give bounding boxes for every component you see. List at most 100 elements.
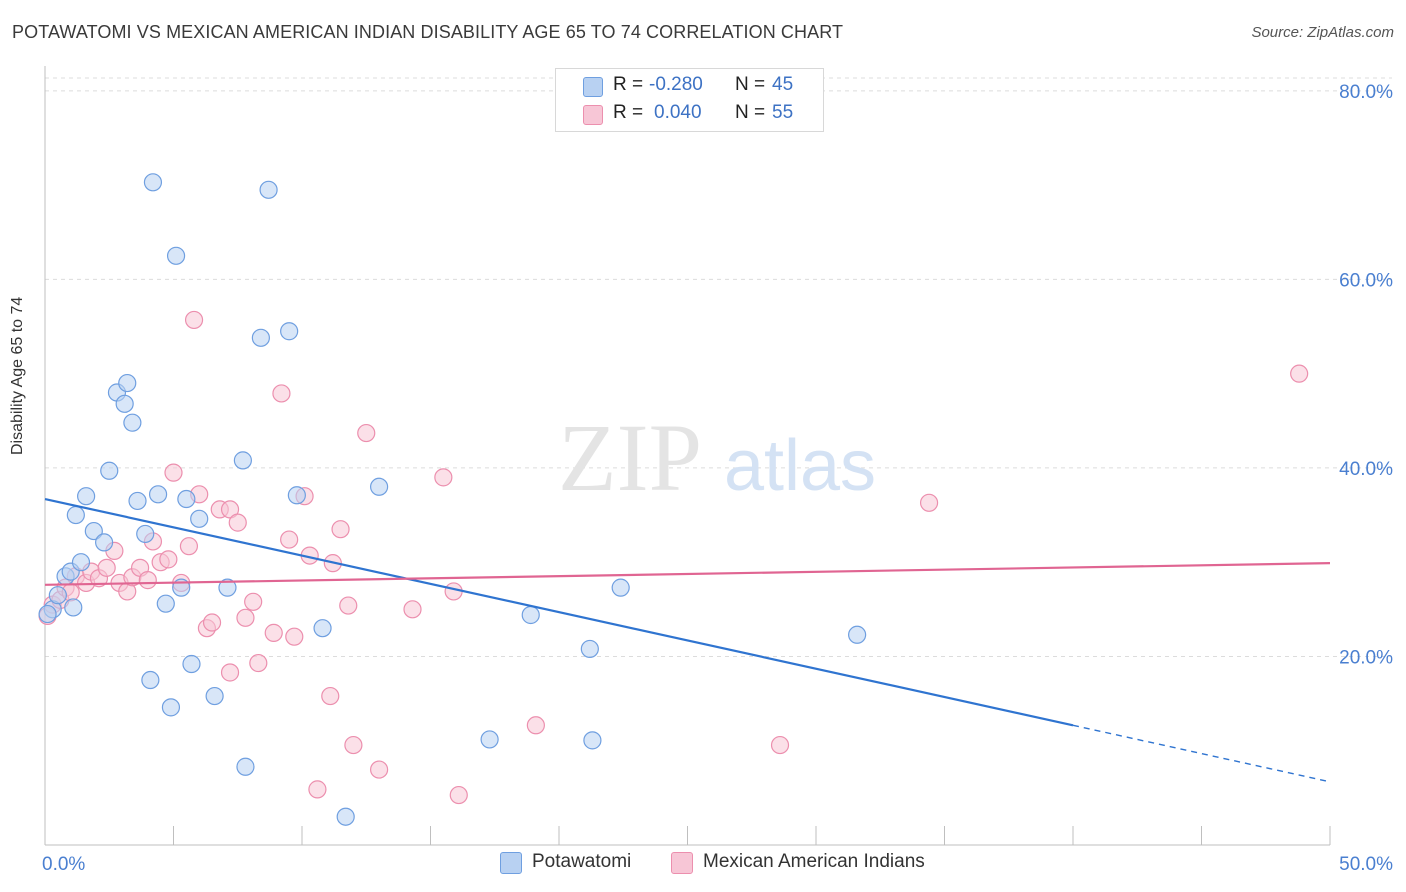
- data-point: [220, 663, 240, 682]
- data-point: [115, 394, 134, 413]
- data-point: [202, 613, 222, 632]
- tick-labels: 20.0% 40.0% 60.0% 80.0% 0.0% 50.0%: [42, 82, 1393, 875]
- data-point: [128, 491, 147, 511]
- data-point: [339, 596, 358, 615]
- data-point: [919, 493, 939, 512]
- y-tick-label: 60.0%: [1339, 270, 1393, 291]
- trend-line-potawatomi: [44, 497, 1074, 727]
- data-point: [205, 686, 224, 706]
- data-point: [526, 716, 545, 735]
- data-point: [251, 328, 270, 347]
- legend-label-mexican-american-indians: Mexican American Indians: [703, 851, 925, 872]
- data-point: [259, 180, 278, 199]
- legend-n-value: 45: [772, 74, 794, 95]
- data-point: [159, 550, 178, 569]
- data-point: [164, 463, 183, 482]
- y-tick-label: 40.0%: [1339, 459, 1393, 480]
- source-label: Source: ZipAtlas.com: [1251, 24, 1394, 41]
- data-point: [313, 619, 332, 638]
- legend-swatch-blue: [583, 77, 603, 97]
- legend-n-label: N =: [735, 74, 766, 95]
- legend-row-mexican-american-indians: R = 0.040 N = 55: [556, 99, 823, 129]
- data-point: [336, 807, 355, 826]
- series-mexican-american-indians: [38, 310, 1309, 805]
- data-point: [521, 605, 540, 625]
- data-point: [272, 384, 291, 403]
- data-point: [370, 760, 389, 779]
- data-point: [264, 623, 283, 642]
- data-point: [285, 627, 304, 646]
- data-point: [244, 592, 263, 611]
- data-point: [344, 735, 363, 755]
- chart-title: POTAWATOMI VS MEXICAN AMERICAN INDIAN DI…: [12, 22, 844, 42]
- grid-lines: [45, 77, 1392, 657]
- series-potawatomi: [38, 173, 867, 826]
- data-point: [321, 686, 340, 706]
- data-point: [583, 731, 602, 750]
- correlation-legend: R = -0.280 N = 45 R = 0.040 N = 55: [555, 68, 824, 132]
- data-point: [1290, 364, 1309, 383]
- data-point: [331, 520, 350, 539]
- data-point: [148, 485, 168, 504]
- legend-swatch-pink: [671, 852, 693, 874]
- data-point: [161, 698, 181, 717]
- trend-line-mexican-american-indians: [44, 562, 1331, 586]
- data-point: [449, 785, 468, 805]
- data-point: [848, 625, 867, 644]
- data-point: [236, 757, 255, 776]
- legend-swatch-pink: [583, 105, 603, 125]
- data-point: [143, 173, 163, 192]
- data-point: [66, 505, 85, 525]
- watermark: ZIP atlas: [558, 404, 876, 511]
- data-point: [71, 553, 91, 572]
- data-point: [580, 639, 599, 659]
- data-point: [138, 571, 157, 590]
- data-point: [95, 533, 114, 552]
- data-point: [38, 604, 57, 624]
- legend-r-label: R =: [613, 74, 644, 95]
- legend-r-value: 0.040: [654, 102, 702, 123]
- data-point: [179, 537, 199, 556]
- data-point: [370, 477, 389, 496]
- data-point: [190, 509, 209, 528]
- data-point: [770, 735, 790, 755]
- legend-r-label: R =: [613, 102, 644, 123]
- data-point: [280, 530, 299, 549]
- x-tick-label: 50.0%: [1339, 854, 1393, 875]
- x-tick-label: 0.0%: [42, 854, 85, 875]
- legend-r-value: -0.280: [649, 74, 703, 95]
- trend-lines: [44, 497, 1331, 783]
- legend-label-potawatomi: Potawatomi: [532, 851, 632, 872]
- data-point: [611, 578, 630, 597]
- data-point: [403, 600, 422, 619]
- data-point: [97, 558, 116, 577]
- data-point: [218, 578, 237, 597]
- watermark-atlas: atlas: [724, 426, 876, 506]
- data-point: [444, 582, 463, 601]
- data-point: [48, 586, 67, 605]
- legend-swatch-blue: [500, 852, 522, 874]
- data-point: [434, 468, 453, 487]
- data-point: [287, 486, 306, 505]
- data-point: [480, 730, 499, 749]
- y-tick-label: 20.0%: [1339, 647, 1393, 668]
- data-point: [184, 310, 204, 330]
- data-point: [357, 423, 376, 443]
- data-point: [249, 653, 268, 673]
- data-point: [280, 322, 299, 341]
- axes: [44, 66, 1331, 846]
- legend-row-potawatomi: R = -0.280 N = 45: [556, 71, 823, 101]
- y-tick-label: 80.0%: [1339, 82, 1393, 103]
- watermark-zip: ZIP: [558, 404, 702, 511]
- data-point: [182, 654, 201, 674]
- data-point: [141, 670, 160, 690]
- data-point: [166, 246, 186, 265]
- data-point: [156, 594, 175, 613]
- trend-line-potawatomi-extrapolated: [1072, 724, 1331, 783]
- data-point: [228, 513, 247, 532]
- legend-n-value: 55: [772, 102, 794, 123]
- data-point: [233, 451, 252, 470]
- data-point: [118, 373, 137, 393]
- data-point: [136, 524, 155, 544]
